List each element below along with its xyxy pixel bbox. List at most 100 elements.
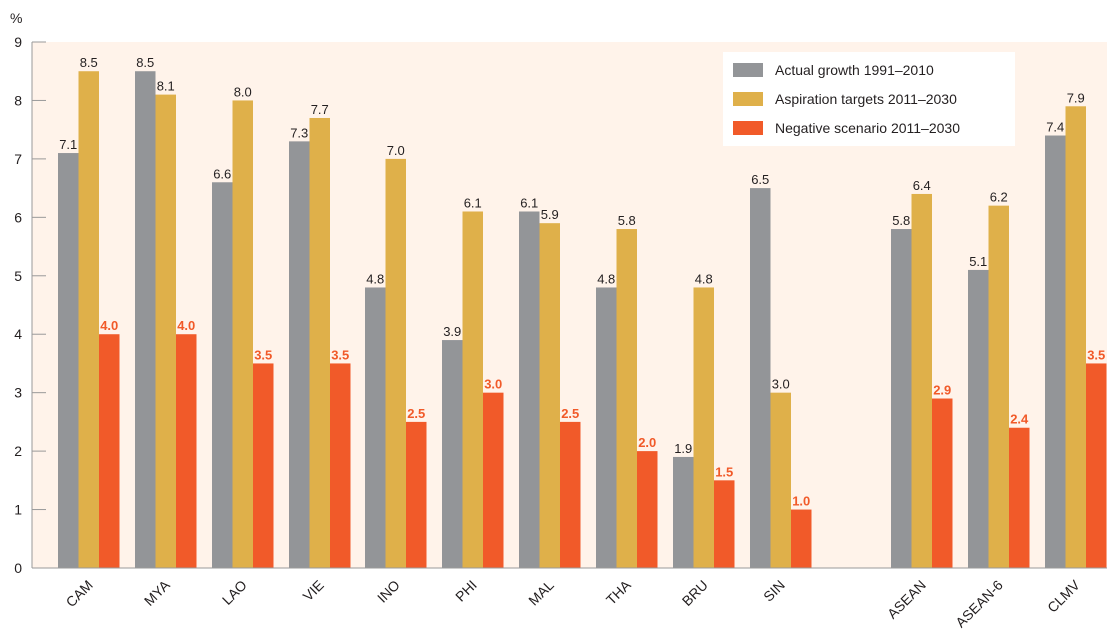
bar — [770, 392, 791, 568]
bar — [750, 188, 771, 568]
bar-value-label: 8.5 — [80, 55, 98, 70]
bar — [911, 193, 932, 568]
bar-value-label: 3.0 — [484, 377, 502, 392]
bar-value-label: 7.7 — [311, 102, 329, 117]
y-axis-unit-label: % — [10, 10, 22, 26]
bar — [176, 334, 197, 568]
bar-value-label: 4.0 — [100, 318, 118, 333]
bar-value-label: 7.3 — [290, 125, 308, 140]
bars — [58, 71, 1107, 569]
bar-value-label: 8.1 — [157, 79, 175, 94]
bar — [385, 158, 406, 568]
x-tick-label: LAO — [219, 577, 250, 608]
bar — [1045, 135, 1066, 568]
bar-value-label: 4.8 — [597, 271, 615, 286]
y-tick-label: 6 — [14, 209, 22, 225]
bar-value-label: 3.9 — [443, 324, 461, 339]
bar — [714, 480, 735, 568]
bar — [693, 287, 714, 568]
bar-value-label: 6.4 — [913, 178, 931, 193]
bar — [483, 392, 504, 568]
bar-value-label: 7.4 — [1046, 120, 1064, 135]
bar — [365, 287, 386, 568]
bar-value-label: 2.0 — [638, 435, 656, 450]
bar-value-label: 3.5 — [254, 347, 272, 362]
bar-value-label: 1.9 — [674, 441, 692, 456]
bar — [519, 211, 540, 568]
x-tick-label: SIN — [760, 577, 788, 605]
bar-value-label: 2.5 — [407, 406, 425, 421]
bar — [462, 211, 483, 568]
bar — [212, 182, 233, 568]
bar-value-label: 8.0 — [234, 84, 252, 99]
legend-swatch — [733, 121, 763, 135]
x-tick-label: ASEAN — [884, 577, 929, 622]
legend-label: Actual growth 1991–2010 — [775, 62, 934, 78]
legend-swatch — [733, 92, 763, 106]
bar — [932, 398, 953, 568]
legend-swatch — [733, 63, 763, 77]
bar — [637, 451, 658, 568]
y-tick-label: 9 — [14, 34, 22, 50]
bar — [330, 363, 351, 568]
bar — [596, 287, 617, 568]
bar — [1065, 106, 1086, 569]
bar — [253, 363, 274, 568]
bar — [289, 141, 310, 568]
bar — [791, 509, 812, 568]
bar-value-label: 1.0 — [792, 494, 810, 509]
bar-value-label: 5.9 — [541, 207, 559, 222]
x-axis: CAM MYA LAO VIE INO PHI MAL THA BRU SIN ASEAN ASEAN… — [32, 567, 1107, 631]
bar — [968, 269, 989, 568]
x-tick-label: MYA — [141, 576, 173, 608]
bar-value-label: 1.5 — [715, 464, 733, 479]
x-tick-label: INO — [374, 577, 403, 606]
y-tick-label: 0 — [14, 560, 22, 576]
legend: Actual growth 1991–2010 Aspiration target… — [723, 52, 1015, 146]
bar — [99, 334, 120, 568]
x-tick-label: BRU — [679, 577, 711, 609]
bar-value-label: 8.5 — [136, 55, 154, 70]
bar-value-label: 6.5 — [751, 172, 769, 187]
bar — [616, 229, 637, 568]
x-tick-label: PHI — [452, 577, 480, 605]
bar — [406, 421, 427, 568]
bar-value-label: 6.2 — [990, 190, 1008, 205]
bar — [309, 117, 330, 568]
bar-value-label: 5.8 — [892, 213, 910, 228]
x-tick-label: THA — [603, 576, 635, 608]
bar-value-label: 2.9 — [933, 383, 951, 398]
bar-value-label: 7.0 — [387, 143, 405, 158]
x-tick-label: MAL — [525, 577, 557, 609]
y-axis: 0 1 2 3 4 5 6 7 8 9 — [14, 34, 46, 576]
bar-value-label: 4.8 — [695, 271, 713, 286]
y-tick-label: 4 — [14, 326, 22, 342]
bar-value-label: 4.0 — [177, 318, 195, 333]
bar-value-label: 6.1 — [464, 195, 482, 210]
y-tick-label: 1 — [14, 502, 22, 518]
x-tick-label: CLMV — [1044, 576, 1083, 615]
y-tick-label: 2 — [14, 443, 22, 459]
bar — [78, 71, 99, 568]
bar — [1086, 363, 1107, 568]
bar-value-label: 2.5 — [561, 406, 579, 421]
bar — [560, 421, 581, 568]
bar-value-label: 4.8 — [366, 271, 384, 286]
bar — [155, 94, 176, 568]
legend-box — [723, 52, 1015, 146]
bar-value-label: 3.5 — [331, 347, 349, 362]
bar — [442, 340, 463, 568]
y-tick-label: 5 — [14, 268, 22, 284]
bar — [58, 153, 79, 569]
bar — [891, 229, 912, 568]
bar — [673, 456, 694, 568]
bar-value-label: 6.6 — [213, 166, 231, 181]
legend-label: Negative scenario 2011–2030 — [775, 120, 960, 136]
data-labels: 7.18.54.08.58.14.06.68.03.57.37.73.54.87… — [59, 55, 1105, 508]
bar — [232, 100, 253, 568]
x-tick-label: CAM — [63, 577, 96, 610]
bar-value-label: 3.5 — [1087, 347, 1105, 362]
bar — [1009, 427, 1030, 568]
x-tick-label: ASEAN-6 — [952, 577, 1006, 631]
